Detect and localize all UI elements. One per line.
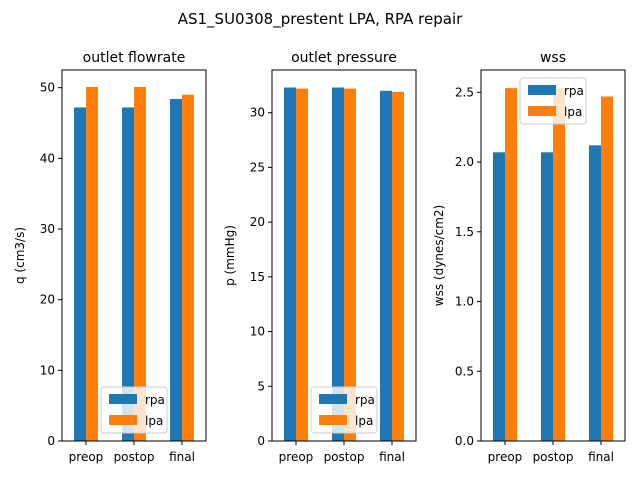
bar-rpa-preop [493, 152, 505, 441]
y-tick-label: 10 [40, 363, 55, 377]
legend-swatch-rpa [109, 394, 137, 404]
axes-frame [480, 69, 626, 442]
y-tick-label: 20 [250, 215, 265, 229]
y-tick-label: 0.0 [455, 434, 474, 448]
bar-lpa-final [392, 91, 404, 441]
y-tick-label: 10 [250, 325, 265, 339]
axes-frame [61, 69, 207, 442]
bar-lpa-postop [134, 86, 146, 442]
bar-rpa-postop [541, 152, 553, 441]
y-tick-label: 0 [47, 434, 55, 448]
legend-swatch-lpa [528, 106, 556, 116]
bar-rpa-postop [122, 107, 134, 441]
legend-label-lpa: lpa [564, 105, 582, 119]
y-tick-label: 50 [40, 81, 55, 95]
y-tick-label: 1.0 [455, 295, 474, 309]
x-tick-label: preop [279, 450, 314, 464]
chart-panel-3: wss 0.0 0.5 1.0 1.5 2.0 2.5 preop postop final wss… [432, 50, 626, 464]
legend-swatch-lpa [319, 415, 347, 425]
legend-label-rpa: rpa [355, 393, 375, 407]
bar-rpa-final [589, 145, 601, 441]
legend: rpa lpa [100, 386, 168, 434]
y-tick-label: 25 [250, 160, 265, 174]
y-tick-label: 2.0 [455, 155, 474, 169]
y-tick-label: 5 [257, 379, 265, 393]
bar-lpa-preop [505, 88, 517, 441]
panel-title: outlet flowrate [83, 50, 186, 66]
x-tick-label: final [588, 450, 614, 464]
bar-lpa-postop [553, 88, 565, 441]
bar-rpa-preop [284, 87, 296, 442]
chart-panel-1: outlet flowrate 0 10 20 30 40 50 preop postop fin… [13, 50, 207, 464]
bar-rpa-postop [332, 87, 344, 442]
y-axis-label: q (cm3/s) [13, 227, 27, 284]
y-tick-label: 0.5 [455, 364, 474, 378]
legend-label-lpa: lpa [355, 414, 373, 428]
y-axis-label: wss (dynes/cm2) [432, 205, 446, 306]
legend: rpa lpa [519, 77, 587, 125]
y-tick-label: 20 [40, 293, 55, 307]
bar-rpa-final [170, 98, 182, 442]
bar-rpa-preop [74, 107, 86, 441]
figure-suptitle: AS1_SU0308_prestent LPA, RPA repair [178, 10, 463, 29]
bar-lpa-postop [344, 88, 356, 441]
legend-swatch-lpa [109, 415, 137, 425]
bar-lpa-preop [296, 88, 308, 441]
x-tick-label: final [379, 450, 405, 464]
x-tick-label: postop [114, 450, 155, 464]
chart-panel-2: outlet pressure 0 5 10 15 20 25 30 preop postop fi… [223, 50, 417, 464]
legend-swatch-rpa [528, 85, 556, 95]
y-tick-label: 15 [250, 270, 265, 284]
bar-lpa-preop [86, 86, 98, 442]
y-tick-label: 0 [257, 434, 265, 448]
legend-label-lpa: lpa [145, 414, 163, 428]
bar-rpa-final [380, 90, 392, 441]
y-tick-label: 1.5 [455, 225, 474, 239]
y-tick-label: 30 [40, 222, 55, 236]
y-tick-label: 40 [40, 151, 55, 165]
bar-lpa-final [182, 94, 194, 441]
x-tick-label: postop [324, 450, 365, 464]
panel-title: wss [540, 50, 566, 66]
bar-lpa-final [601, 96, 613, 441]
y-tick-label: 30 [250, 106, 265, 120]
legend-label-rpa: rpa [145, 393, 165, 407]
y-axis-label: p (mmHg) [223, 225, 237, 286]
y-tick-label: 2.5 [455, 85, 474, 99]
x-tick-label: preop [488, 450, 523, 464]
x-tick-label: final [169, 450, 195, 464]
legend-label-rpa: rpa [564, 84, 584, 98]
panel-title: outlet pressure [291, 50, 397, 66]
legend-swatch-rpa [319, 394, 347, 404]
legend: rpa lpa [310, 386, 378, 434]
x-tick-label: preop [69, 450, 104, 464]
x-tick-label: postop [533, 450, 574, 464]
axes-frame [271, 69, 417, 442]
